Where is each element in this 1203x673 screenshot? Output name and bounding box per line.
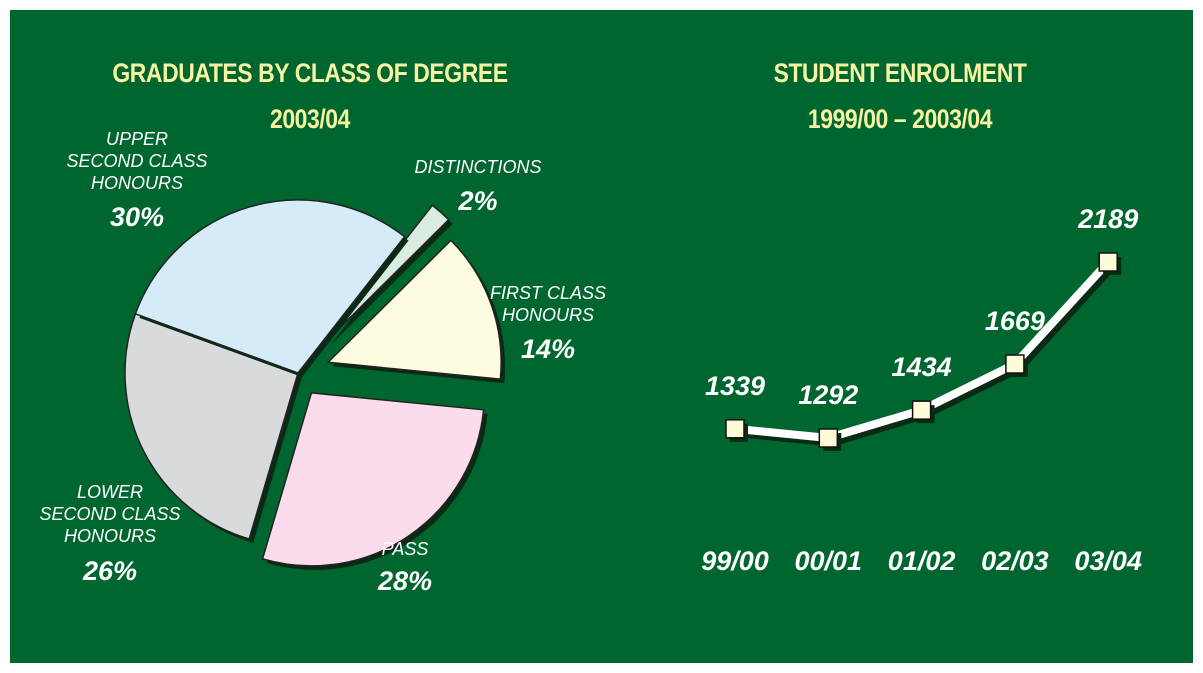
x-tick-label: 01/02 (887, 546, 956, 576)
marker (1098, 252, 1118, 272)
x-tick-label: 99/00 (701, 546, 769, 576)
slice-value-label: 30% (109, 202, 165, 232)
chart-subtitle: 2003/04 (269, 104, 350, 134)
slice-value-label: 14% (520, 334, 576, 364)
slice-label: LOWER SECOND CLASS HONOURS (39, 482, 181, 546)
pie-slice (124, 312, 299, 540)
slice-label: FIRST CLASS HONOURS (489, 283, 607, 325)
pie-slice (261, 392, 485, 567)
marker (818, 428, 839, 448)
chart-subtitle: 1999/00 – 2003/04 (807, 104, 993, 134)
x-tick-label: 02/03 (981, 546, 1049, 576)
marker (911, 400, 932, 420)
pie-slice (326, 239, 502, 380)
marker (1005, 354, 1025, 374)
chart-title: STUDENT ENROLMENT (773, 58, 1027, 88)
pie-slice (134, 199, 406, 374)
slice-value-label: 26% (82, 556, 138, 586)
slice-label: PASS (381, 539, 429, 559)
value-label: 1292 (798, 380, 859, 410)
slice-value-label: 2% (458, 186, 498, 216)
value-label: 1669 (984, 306, 1045, 337)
value-label: 2189 (1078, 204, 1139, 234)
x-tick-label: 03/04 (1074, 546, 1142, 576)
value-label: 1434 (891, 352, 952, 383)
x-tick-label: 00/01 (794, 546, 863, 576)
chart-title: GRADUATES BY CLASS OF DEGREE (112, 58, 508, 88)
value-label: 1339 (704, 370, 766, 401)
pie-slice (325, 204, 450, 343)
marker (725, 419, 745, 439)
slice-value-label: 28% (377, 566, 433, 596)
slice-label: DISTINCTIONS (414, 157, 542, 177)
slice-label: UPPER SECOND CLASS HONOURS (66, 129, 208, 193)
